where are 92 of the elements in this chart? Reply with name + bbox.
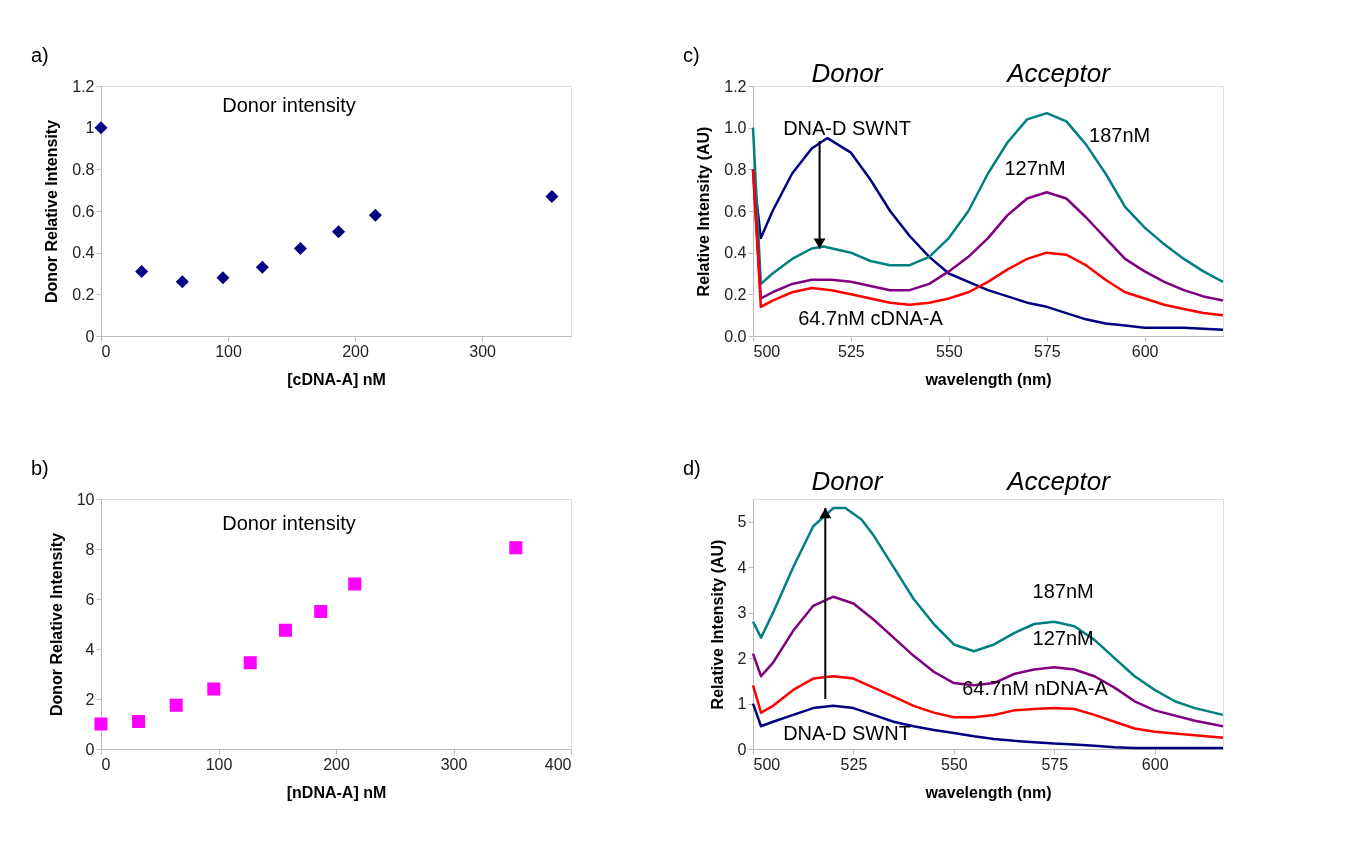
x-axis-title: [nDNA-A] nM	[286, 783, 387, 801]
y-tick-label: 8	[85, 540, 95, 558]
y-tick-label: 0.2	[724, 285, 747, 303]
x-tick-label: 200	[342, 342, 369, 360]
y-tick-label: 3	[737, 604, 747, 622]
line-series	[751, 675, 1225, 739]
y-tick-label: 0.8	[724, 160, 747, 178]
annotation: 64.7nM nDNA-A	[962, 677, 1109, 699]
point	[94, 121, 108, 135]
point	[94, 717, 108, 731]
text: d)	[683, 457, 701, 479]
annotation: 127nM	[1004, 156, 1066, 179]
point	[132, 714, 146, 729]
text: Donor	[811, 465, 884, 496]
y-tick-label: 10	[76, 490, 95, 508]
x-axis-title: wavelength (nm)	[924, 370, 1052, 388]
x-axis-title: [cDNA-A] nM	[287, 370, 386, 388]
x-tick-label: 525	[840, 755, 868, 773]
y-tick-label: 1	[737, 695, 747, 713]
text: c)	[683, 44, 700, 66]
x-tick-label: 0	[101, 342, 111, 360]
point	[216, 271, 230, 285]
annotation: Acceptor	[1005, 57, 1112, 88]
point	[293, 241, 307, 256]
point	[255, 260, 269, 274]
x-tick-label: 500	[753, 755, 781, 773]
y-tick-label: 0.6	[72, 202, 95, 220]
y-tick-label: 0	[737, 740, 747, 758]
point	[509, 541, 523, 555]
annotation: Donor intensity	[222, 512, 356, 534]
x-tick-label: 575	[1033, 342, 1061, 360]
x-tick-label: 200	[323, 755, 350, 773]
point	[278, 623, 292, 637]
annotation: 187nM	[1089, 124, 1151, 146]
x-tick-label: 100	[215, 342, 242, 360]
y-tick-label: 6	[85, 590, 95, 608]
line-series	[751, 111, 1225, 286]
y-tick-label: 0.6	[724, 202, 747, 220]
x-tick-label: 300	[469, 342, 497, 360]
point	[169, 698, 183, 712]
y-tick-label: 0.2	[72, 285, 95, 303]
y-tick-label: 4	[85, 640, 95, 658]
x-tick-label: 550	[941, 755, 968, 773]
point	[332, 225, 346, 239]
y-tick-label: 0	[85, 327, 95, 345]
x-tick-label: 400	[544, 755, 572, 773]
point	[207, 682, 221, 696]
point	[175, 275, 189, 289]
y-tick-label: 1	[85, 119, 95, 137]
point	[545, 189, 559, 203]
annotation: 127nM	[1032, 627, 1094, 649]
x-tick-label: 575	[1041, 755, 1069, 773]
annotation: DNA-D SWNT	[783, 722, 911, 744]
annotation: 187nM	[1032, 579, 1094, 602]
x-tick-label: 550	[935, 342, 963, 360]
point	[368, 208, 382, 222]
y-axis-title: Donor Relative Intensity	[47, 532, 65, 717]
x-tick-label: 600	[1131, 342, 1159, 360]
text: Acceptor	[1005, 465, 1112, 496]
annotation: 64.7nM cDNA-A	[798, 306, 944, 329]
y-tick-label: 4	[737, 558, 747, 576]
text: a)	[31, 44, 49, 66]
y-tick-label: 5	[737, 513, 747, 531]
x-axis-title: wavelength (nm)	[924, 783, 1052, 801]
annotation: Donor	[811, 57, 884, 88]
y-tick-label: 1.2	[724, 77, 747, 95]
x-tick-label: 100	[205, 755, 233, 773]
y-axis-title: Relative Intensity (AU)	[695, 126, 713, 297]
y-tick-label: 1.2	[72, 77, 95, 95]
point	[243, 656, 257, 670]
x-tick-label: 500	[753, 342, 781, 360]
y-tick-label: 0.4	[72, 244, 95, 262]
y-tick-label: 0	[85, 740, 95, 758]
point	[314, 604, 328, 619]
annotation: DNA-D SWNT	[783, 116, 911, 139]
x-tick-label: 300	[440, 755, 468, 773]
y-tick-label: 1.0	[724, 119, 747, 137]
point	[135, 264, 149, 278]
point	[348, 577, 362, 591]
text: b)	[31, 457, 49, 479]
x-tick-label: 600	[1141, 755, 1169, 773]
y-axis-title: Donor Relative Intensity	[43, 119, 61, 304]
annotation: Donor intensity	[222, 94, 356, 116]
y-tick-label: 2	[85, 690, 95, 708]
y-tick-label: 0.4	[724, 244, 747, 262]
y-tick-label: 2	[737, 649, 747, 667]
y-tick-label: 0.0	[724, 327, 747, 345]
y-tick-label: 0.8	[72, 160, 95, 178]
line-series	[751, 506, 1225, 717]
x-tick-label: 0	[101, 755, 111, 773]
x-tick-label: 525	[838, 342, 865, 360]
y-axis-title: Relative Intensity (AU)	[708, 539, 726, 710]
